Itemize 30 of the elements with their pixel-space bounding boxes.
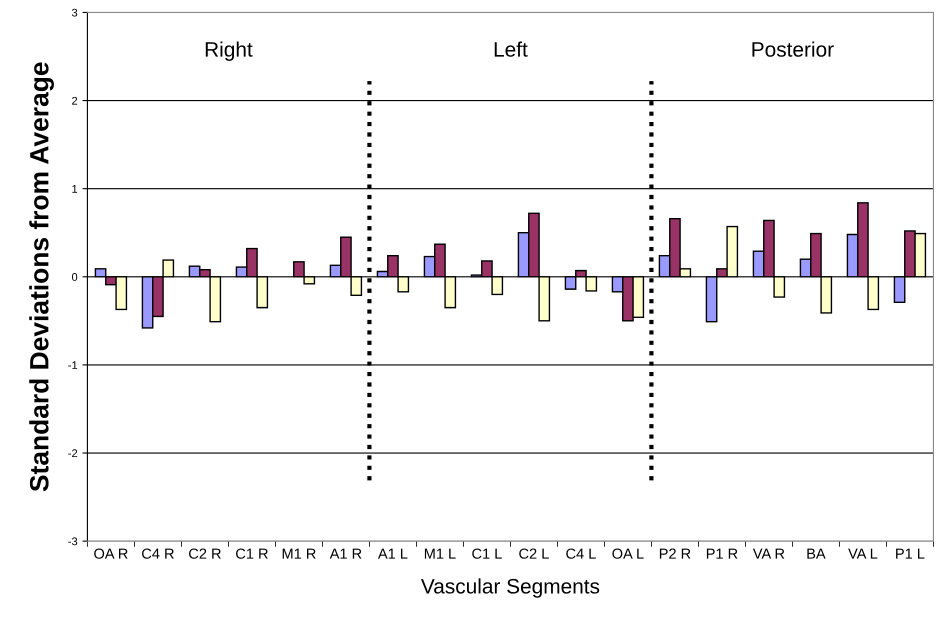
y-tick-label: -1 [68,361,78,369]
y-tick-label: 3 [72,8,78,17]
x-tick-label: C1 L [472,548,502,559]
y-tick-label: 2 [72,96,78,105]
annotation: Posterior [752,41,834,57]
x-tick-label: A1 L [378,548,408,559]
x-tick-label: P1 L [896,548,924,559]
y-tick-label: -3 [68,537,78,546]
x-tick-label: VA L [848,548,878,559]
x-tick-label: M1 L [424,548,456,559]
x-tick-label: P1 R [706,548,738,559]
y-tick-label: 0 [72,273,78,281]
y-axis-title: Standard Deviations from Average [29,62,54,492]
x-tick-label: VA R [752,548,784,559]
x-tick-label: C4 R [142,548,174,559]
x-tick-label: BA [807,548,826,559]
x-tick-label: C4 L [566,548,596,559]
x-tick-label: C2 R [189,548,221,559]
annotation: Left [494,42,528,57]
x-tick-label: C1 R [236,548,268,559]
x-tick-label: OA R [94,548,128,559]
x-axis-title: Vascular Segments [420,578,600,598]
y-tick-label: 1 [72,185,78,193]
x-tick-label: M1 R [282,548,316,559]
x-tick-label: P2 R [660,548,690,559]
y-tick-label: -2 [68,449,78,458]
x-tick-label: C2 L [519,548,549,559]
x-tick-label: A1 R [330,548,362,559]
x-tick-label: OA L [612,548,644,559]
annotation: Right [206,41,253,61]
